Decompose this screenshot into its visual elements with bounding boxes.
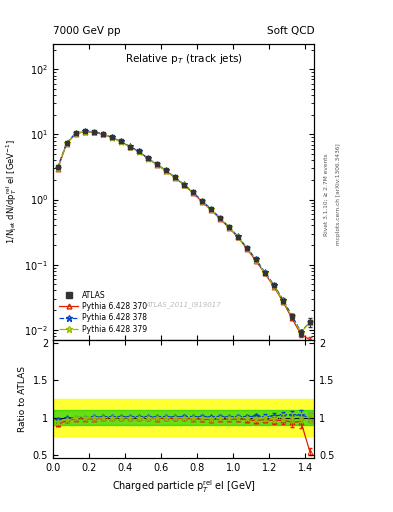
Y-axis label: Ratio to ATLAS: Ratio to ATLAS xyxy=(18,366,27,432)
Text: Relative p$_T$ (track jets): Relative p$_T$ (track jets) xyxy=(125,52,243,67)
Text: mcplots.cern.ch [arXiv:1306.3436]: mcplots.cern.ch [arXiv:1306.3436] xyxy=(336,144,341,245)
X-axis label: Charged particle p$_T^{\rm rel}$ el [GeV]: Charged particle p$_T^{\rm rel}$ el [GeV… xyxy=(112,479,255,496)
Text: 7000 GeV pp: 7000 GeV pp xyxy=(53,26,121,36)
Bar xyxy=(53,410,314,425)
Text: Rivet 3.1.10; ≥ 2.7M events: Rivet 3.1.10; ≥ 2.7M events xyxy=(324,153,329,236)
Text: Soft QCD: Soft QCD xyxy=(267,26,314,36)
Text: ATLAS_2011_I919017: ATLAS_2011_I919017 xyxy=(146,301,222,308)
Legend: ATLAS, Pythia 6.428 370, Pythia 6.428 378, Pythia 6.428 379: ATLAS, Pythia 6.428 370, Pythia 6.428 37… xyxy=(56,288,150,337)
Y-axis label: 1/N$_{\rm jet}$ dN/dp$_T^{\rm rel}$ el [GeV$^{-1}$]: 1/N$_{\rm jet}$ dN/dp$_T^{\rm rel}$ el [… xyxy=(4,139,19,244)
Bar xyxy=(53,399,314,436)
